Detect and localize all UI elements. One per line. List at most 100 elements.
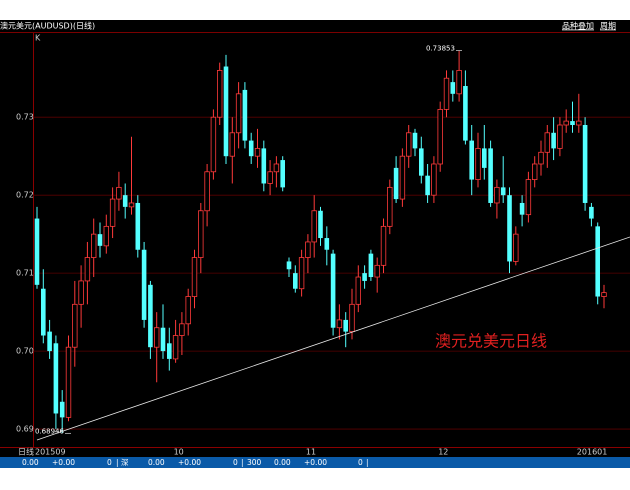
candle-body: [582, 125, 588, 203]
period-link[interactable]: 周期: [600, 22, 616, 31]
candle-body: [78, 280, 84, 305]
candle-body: [425, 175, 430, 196]
status-item: 0: [358, 458, 363, 467]
status-item: |: [116, 458, 119, 467]
x-tick-label: 201601: [577, 448, 608, 457]
candle-body: [59, 401, 65, 418]
x-axis-label: 日线: [18, 447, 34, 457]
candle-body: [431, 163, 437, 196]
candle-body: [513, 233, 519, 262]
candle-body: [273, 163, 280, 173]
candle-body: [72, 303, 78, 348]
status-item: +0.00: [52, 458, 75, 467]
candle-body: [191, 257, 198, 297]
candle-body: [519, 202, 525, 215]
candle-body: [128, 202, 135, 208]
candle-body: [437, 109, 443, 165]
candle-body: [393, 167, 399, 200]
status-item: 深: [121, 458, 129, 467]
x-tick-label: 11: [306, 448, 316, 457]
candle-body: [311, 210, 317, 243]
candle-body: [280, 160, 285, 188]
chart-annotation: 澳元兑美元日线: [435, 332, 547, 351]
candle-body: [450, 82, 456, 94]
candle-body: [41, 288, 46, 336]
candle-body: [374, 264, 380, 278]
candle-body: [380, 225, 387, 266]
candle-body: [336, 319, 343, 329]
status-bar: [0, 457, 630, 468]
x-tick-label: 201509: [35, 448, 66, 457]
candle-body: [198, 210, 204, 258]
candle-body: [53, 343, 59, 414]
candle-body: [589, 206, 594, 219]
candle-body: [286, 261, 292, 270]
candle-body: [153, 327, 160, 348]
status-item: +0.00: [304, 458, 327, 467]
candle-body: [91, 233, 97, 258]
candle-body: [500, 187, 506, 196]
candle-body: [179, 323, 185, 336]
candle-body: [148, 284, 153, 348]
status-item: +0.00: [178, 458, 201, 467]
candle-body: [103, 225, 109, 247]
status-item: 0: [107, 458, 112, 467]
candle-body: [387, 186, 393, 227]
candle-body: [349, 303, 355, 333]
candle-body: [167, 343, 172, 359]
candle-body: [97, 234, 103, 246]
y-tick-label: 0.70: [16, 347, 34, 356]
candle-body: [551, 132, 556, 149]
candle-body: [601, 292, 607, 297]
y-tick-label: 0.69: [16, 425, 34, 434]
y-tick-label: 0.73: [16, 113, 34, 122]
candle-body: [595, 226, 600, 297]
candle-body: [456, 70, 462, 95]
plot: 0.69 0.70 0.71 0.72 0.73 201509 10 11 12 201601 0.…: [16, 45, 630, 457]
status-item: |: [366, 458, 369, 467]
y-tick-label: 0.72: [16, 191, 34, 200]
status-items: 0.00 +0.00 0 | 深 0.00 +0.00 0 | 300 0.00 +0.00 0 |: [22, 458, 369, 467]
candle-body: [109, 198, 116, 227]
status-item: 0: [233, 458, 238, 467]
candle-body: [443, 77, 450, 110]
candle-body: [463, 86, 468, 141]
candle-body: [261, 148, 267, 184]
x-tick-label: 10: [174, 448, 184, 457]
candle-body: [544, 132, 550, 153]
candle-body: [525, 179, 532, 216]
candle-body: [254, 147, 261, 157]
status-item: 300: [247, 458, 262, 467]
candle-body: [141, 249, 147, 320]
candle-body: [324, 238, 330, 250]
candle-body: [318, 210, 323, 239]
trend-line: [36, 236, 630, 441]
candle-body: [47, 331, 52, 352]
candle-body: [563, 120, 569, 126]
candle-body: [330, 253, 336, 328]
candle-body: [116, 186, 122, 200]
overlay-link[interactable]: 品种叠加: [562, 21, 594, 31]
candle-body: [368, 253, 374, 278]
candle-body: [557, 124, 563, 149]
candle-body: [210, 116, 217, 173]
candle-body: [412, 132, 418, 149]
candle-body: [135, 202, 141, 250]
candle-body: [229, 132, 235, 157]
candle-body: [576, 120, 582, 126]
status-item: 0.00: [274, 458, 291, 467]
candle-body: [204, 171, 210, 212]
status-item: 0.00: [148, 458, 165, 467]
candle-body: [305, 241, 311, 258]
candle-body: [248, 140, 254, 157]
candle-body: [355, 276, 361, 305]
candle-body: [488, 148, 493, 203]
candle-body: [223, 66, 229, 157]
candle-body: [267, 171, 273, 184]
candle-body: [185, 296, 191, 325]
candle-body: [84, 257, 91, 282]
candle-body: [242, 89, 248, 141]
price-annotation: 0.68946: [35, 427, 64, 435]
price-annotation: 0.73853: [426, 45, 455, 53]
